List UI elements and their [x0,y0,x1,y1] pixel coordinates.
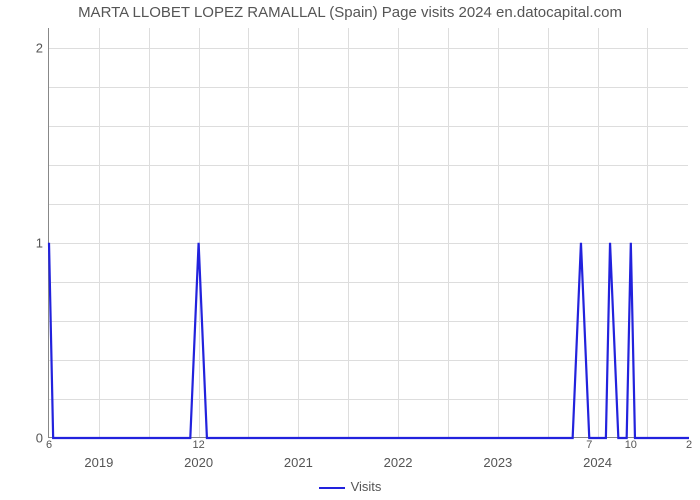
x-tick-label: 2021 [284,455,313,470]
x-tick-label: 2024 [583,455,612,470]
x-secondary-label: 10 [625,439,637,451]
x-tick-label: 2022 [384,455,413,470]
y-tick-label: 1 [36,235,43,250]
legend: Visits [0,479,700,494]
x-secondary-label: 6 [46,439,52,451]
x-tick-label: 2020 [184,455,213,470]
chart-container: MARTA LLOBET LOPEZ RAMALLAL (Spain) Page… [0,0,700,500]
chart-title: MARTA LLOBET LOPEZ RAMALLAL (Spain) Page… [0,4,700,21]
plot-area: 0122019202020212022202320246127102 [48,28,688,438]
x-tick-label: 2019 [84,455,113,470]
legend-label: Visits [351,479,382,494]
legend-swatch [319,487,345,489]
y-tick-label: 2 [36,40,43,55]
x-secondary-label: 7 [586,439,592,451]
x-secondary-label: 2 [686,439,692,451]
y-tick-label: 0 [36,431,43,446]
visits-line [49,243,689,438]
line-series [49,28,689,438]
x-secondary-label: 12 [192,439,204,451]
x-tick-label: 2023 [483,455,512,470]
